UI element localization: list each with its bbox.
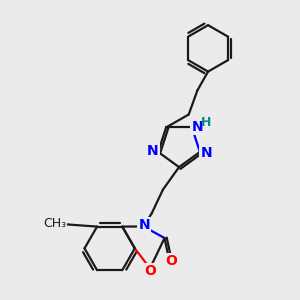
Text: O: O [165,254,177,268]
Text: N: N [138,218,150,232]
Text: N: N [147,144,158,158]
Text: CH₃: CH₃ [43,217,66,230]
Text: O: O [144,264,156,278]
Text: N: N [200,146,212,160]
Text: H: H [201,116,211,129]
Text: N: N [192,120,203,134]
